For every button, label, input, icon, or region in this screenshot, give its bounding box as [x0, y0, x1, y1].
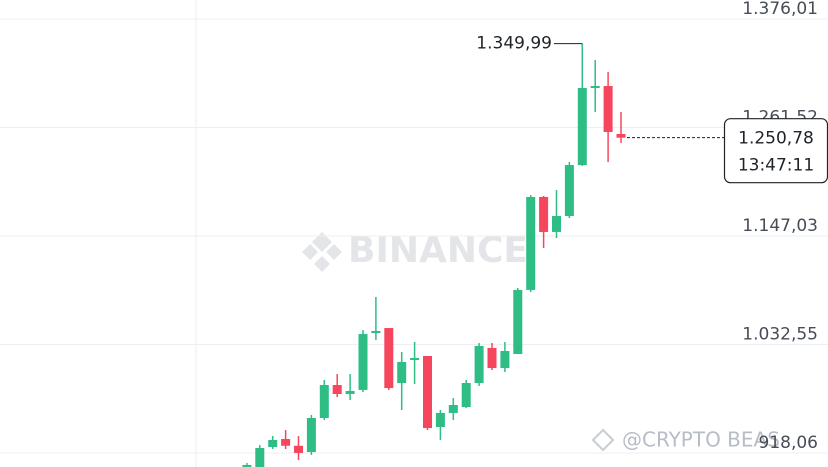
candle-body — [242, 464, 252, 467]
candle — [345, 374, 355, 400]
candle — [332, 374, 342, 398]
y-tick-label: 1.376,01 — [742, 0, 818, 19]
candle — [539, 195, 549, 248]
y-tick-label: 918,06 — [759, 433, 818, 453]
candle-body — [332, 385, 342, 395]
candle-body — [397, 361, 407, 384]
candle-body — [281, 439, 291, 446]
watermark-logo — [302, 232, 342, 272]
candle — [513, 287, 523, 355]
candle-body — [552, 216, 561, 232]
candle — [577, 43, 587, 166]
candle — [564, 162, 574, 219]
candle-body — [306, 417, 316, 453]
candle — [590, 60, 600, 112]
candle — [603, 71, 613, 163]
candle — [397, 352, 407, 411]
candle — [552, 189, 561, 239]
candle-body — [268, 439, 278, 447]
candle — [423, 356, 432, 431]
candle — [526, 194, 536, 293]
candle-body — [423, 356, 432, 429]
candle-body — [358, 334, 368, 390]
candle — [306, 414, 316, 455]
candle — [435, 410, 445, 440]
candle-body — [371, 330, 381, 333]
candle-body — [448, 405, 458, 413]
last-price-time: 13:47:11 — [738, 156, 814, 176]
candle-body — [410, 357, 420, 360]
candle-body — [500, 350, 510, 369]
candle — [616, 111, 626, 143]
candle-body — [526, 196, 536, 290]
candle — [448, 397, 458, 420]
candle-body — [590, 86, 600, 89]
candle — [294, 435, 303, 460]
last-price-label: 1.250,78 — [738, 129, 814, 149]
candle-body — [616, 133, 626, 138]
candle-body — [539, 196, 549, 232]
candle-body — [603, 86, 613, 132]
candle-body — [345, 390, 355, 395]
candle — [371, 296, 381, 340]
candle-body — [564, 165, 574, 217]
candle — [487, 343, 497, 371]
candle — [281, 430, 291, 449]
candle — [410, 341, 420, 384]
candle — [384, 328, 394, 390]
candle — [358, 330, 368, 393]
credit: @CRYPTO BEAS — [622, 428, 780, 452]
watermark: BINANCE — [348, 230, 528, 271]
candle — [461, 379, 471, 409]
candle — [255, 444, 265, 467]
candle-body — [319, 385, 329, 418]
y-tick-label: 1.032,55 — [742, 324, 818, 344]
candle-body — [255, 448, 265, 467]
high-label: 1.349,99 — [476, 34, 552, 54]
candle — [319, 379, 329, 420]
y-tick-label: 1.147,03 — [742, 216, 818, 236]
candle-body — [461, 383, 471, 407]
candle — [500, 341, 510, 373]
candle-body — [474, 345, 484, 384]
candle-body — [435, 412, 445, 427]
candle — [268, 435, 278, 449]
candle-body — [487, 347, 497, 369]
candle-body — [577, 88, 587, 166]
candle-body — [294, 445, 303, 453]
candle — [242, 463, 252, 467]
credit-logo — [591, 428, 615, 452]
candle-body — [384, 328, 394, 389]
candle-body — [513, 289, 523, 355]
candle — [474, 343, 484, 386]
